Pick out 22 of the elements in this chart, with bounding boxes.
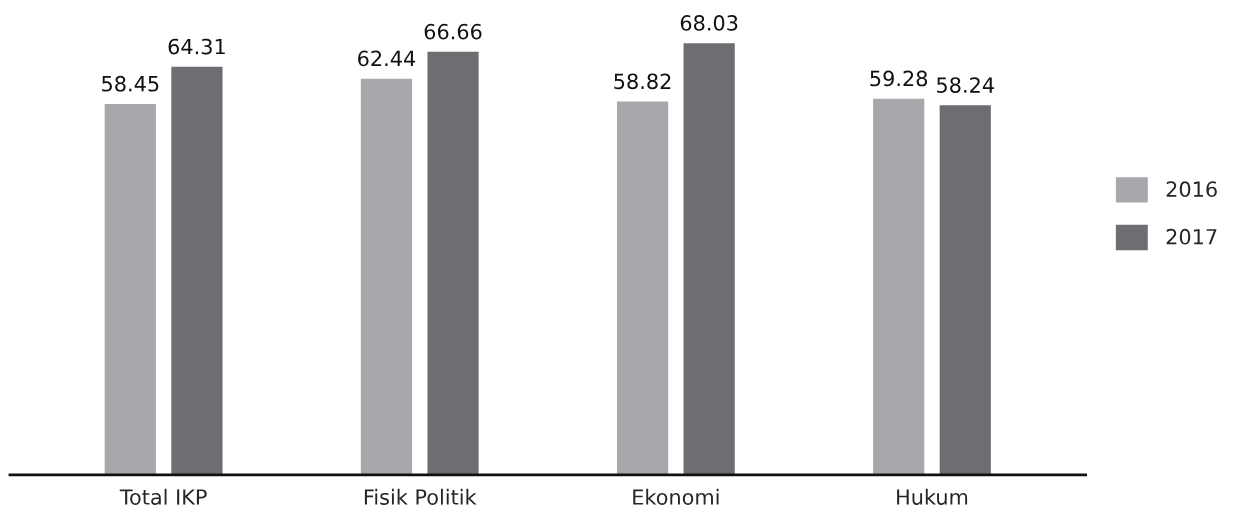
x-tick-label: Total IKP (119, 488, 207, 505)
data-label: 66.66 (424, 23, 482, 40)
bar (616, 101, 669, 475)
data-label: 64.31 (168, 38, 225, 55)
data-label: 58.82 (614, 73, 671, 90)
data-label: 58.24 (937, 77, 994, 93)
bar (427, 51, 479, 475)
bar (939, 105, 991, 475)
data-label: 68.03 (680, 15, 738, 31)
x-tick-label: Fisik Politik (364, 488, 477, 505)
bar (171, 66, 223, 475)
bar (873, 98, 925, 475)
data-label: 62.44 (358, 50, 416, 67)
bar (104, 103, 156, 475)
legend-label: 2016 (1166, 181, 1217, 198)
data-label: 59.28 (870, 70, 928, 87)
bar (683, 43, 735, 475)
x-tick-label: Hukum (897, 488, 968, 505)
legend-label: 2017 (1166, 228, 1217, 245)
x-tick-label: Ekonomi (633, 488, 719, 505)
bar (360, 78, 413, 475)
data-label: 58.45 (102, 75, 159, 92)
